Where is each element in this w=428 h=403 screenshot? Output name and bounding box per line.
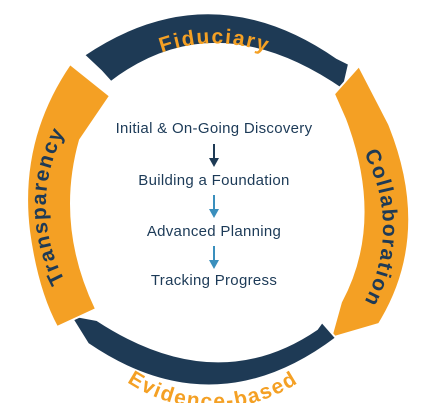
step-advanced-planning: Advanced Planning [146,223,282,240]
arrow-down-icon [209,144,219,167]
arrow-down-icon [209,246,219,269]
step-foundation: Building a Foundation [138,172,290,189]
step-tracking-progress: Tracking Progress [150,272,278,289]
cycle-segment-left [26,62,112,329]
step-discovery: Initial & On-Going Discovery [115,120,313,137]
cycle-segment-bottom [67,313,338,387]
arrow-down-icon [209,195,219,218]
cycle-segment-top [82,12,351,92]
